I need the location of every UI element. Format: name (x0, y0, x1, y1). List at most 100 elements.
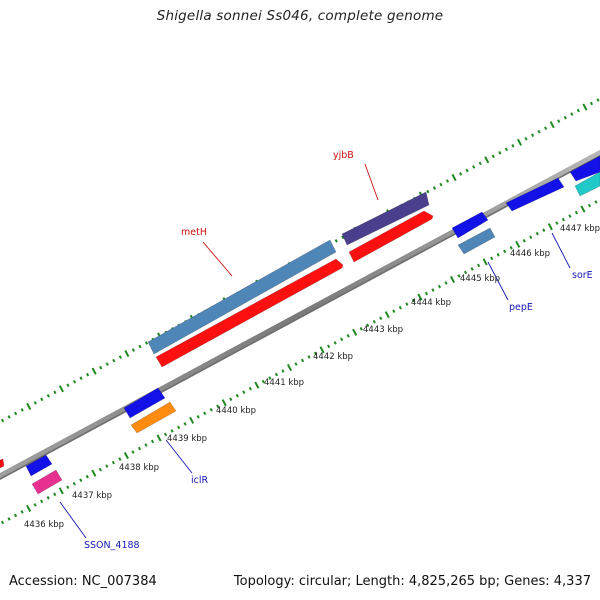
tick-minor (242, 390, 246, 394)
tick-minor (196, 415, 200, 419)
tick-minor (424, 291, 429, 296)
tick-minor (542, 228, 546, 232)
tick-minor (294, 362, 298, 366)
scale-label: 4447 kbp (560, 224, 600, 234)
feature-yjbB-inner (348, 210, 434, 263)
tick-minor (537, 129, 541, 134)
tick-minor (444, 281, 448, 285)
feature-SSON_4188-inner (31, 469, 63, 495)
tick-minor (431, 288, 435, 292)
feature-layer (0, 155, 600, 495)
tick-minor (509, 245, 513, 250)
tick-minor (268, 376, 272, 380)
tick-minor (570, 112, 574, 116)
scale-label: 4442 kbp (313, 352, 353, 362)
tick-minor (568, 214, 572, 218)
tick-minor (33, 401, 37, 405)
tick-major (580, 205, 586, 213)
tick-major (319, 346, 325, 354)
tick-minor (432, 186, 437, 190)
tick-minor (472, 165, 476, 169)
tick-minor (498, 151, 502, 155)
tick-minor (530, 133, 535, 138)
gene-label-iclr: iclR (191, 475, 209, 486)
feature-pepE-outer (451, 211, 489, 239)
tick-minor (281, 369, 285, 373)
tick-major (352, 328, 358, 336)
feature-pepE-inner (457, 227, 496, 255)
tick-minor (79, 376, 83, 381)
scale-label: 4438 kbp (119, 463, 159, 473)
tick-major (449, 275, 456, 284)
tick-minor (14, 411, 18, 416)
gene-label-meth: metH (181, 227, 207, 238)
tick-minor (445, 179, 450, 183)
tick-minor (20, 408, 24, 412)
feature-sorE-inner (574, 171, 600, 197)
tick-minor (46, 496, 50, 500)
tick-minor (366, 323, 370, 328)
scale-label: 4440 kbp (216, 406, 256, 416)
feature-metH-outer (147, 239, 337, 355)
callout-sore (551, 232, 571, 269)
tick-minor (131, 450, 135, 454)
tick-major (384, 311, 390, 319)
tick-minor (557, 119, 561, 123)
tick-minor (72, 379, 77, 384)
tick-minor (535, 231, 539, 236)
tick-minor (66, 383, 70, 388)
callout-pepe (487, 261, 509, 301)
tick-major (156, 434, 162, 442)
tick-minor (359, 326, 363, 331)
tick-minor (544, 126, 548, 130)
tick-minor (555, 221, 559, 225)
callout-iclr (165, 439, 193, 474)
tick-minor (99, 365, 103, 370)
tick-major (58, 385, 64, 393)
tick-minor (589, 101, 594, 106)
tick-minor (163, 432, 168, 437)
tick-major (91, 469, 97, 477)
tick-minor (72, 481, 76, 486)
tick-minor (334, 239, 338, 243)
tick-minor (105, 464, 109, 468)
tick-minor (379, 316, 383, 321)
backbone-layer (0, 149, 600, 481)
feature-iclR-inner (130, 401, 177, 434)
feature-metH-inner (155, 258, 344, 368)
tick-minor (118, 355, 122, 359)
scale-label: 4446 kbp (510, 249, 550, 259)
backbone-line (0, 149, 600, 479)
tick-major (189, 416, 195, 424)
tick-minor (53, 492, 57, 497)
tick-major (58, 487, 64, 495)
tick-dots-layer (0, 98, 600, 525)
tick-minor (274, 372, 279, 377)
tick-major (286, 363, 293, 372)
tick-minor (33, 503, 37, 507)
tick-minor (138, 344, 142, 349)
gene-label-sore: sorE (572, 270, 593, 281)
tick-minor (392, 309, 396, 313)
tick-minor (563, 115, 567, 120)
feature-yjbB-outer (341, 191, 430, 246)
tick-minor (437, 284, 442, 289)
tick-minor (574, 210, 579, 215)
tick-minor (85, 474, 89, 479)
tick-minor (0, 520, 5, 525)
tick-minor (405, 302, 409, 306)
tick-major (123, 452, 129, 460)
tick-minor (40, 397, 44, 402)
tick-minor (333, 341, 337, 345)
tick-minor (0, 418, 5, 423)
tick-minor (529, 235, 533, 240)
tick-major (516, 138, 523, 146)
tick-minor (144, 341, 149, 345)
tick-minor (327, 344, 331, 349)
tick-minor (458, 172, 463, 176)
tick-minor (340, 337, 344, 342)
tick-minor (20, 510, 24, 514)
tick-minor (491, 154, 495, 159)
callout-layer (59, 163, 571, 539)
scale-label: 4441 kbp (264, 378, 304, 388)
